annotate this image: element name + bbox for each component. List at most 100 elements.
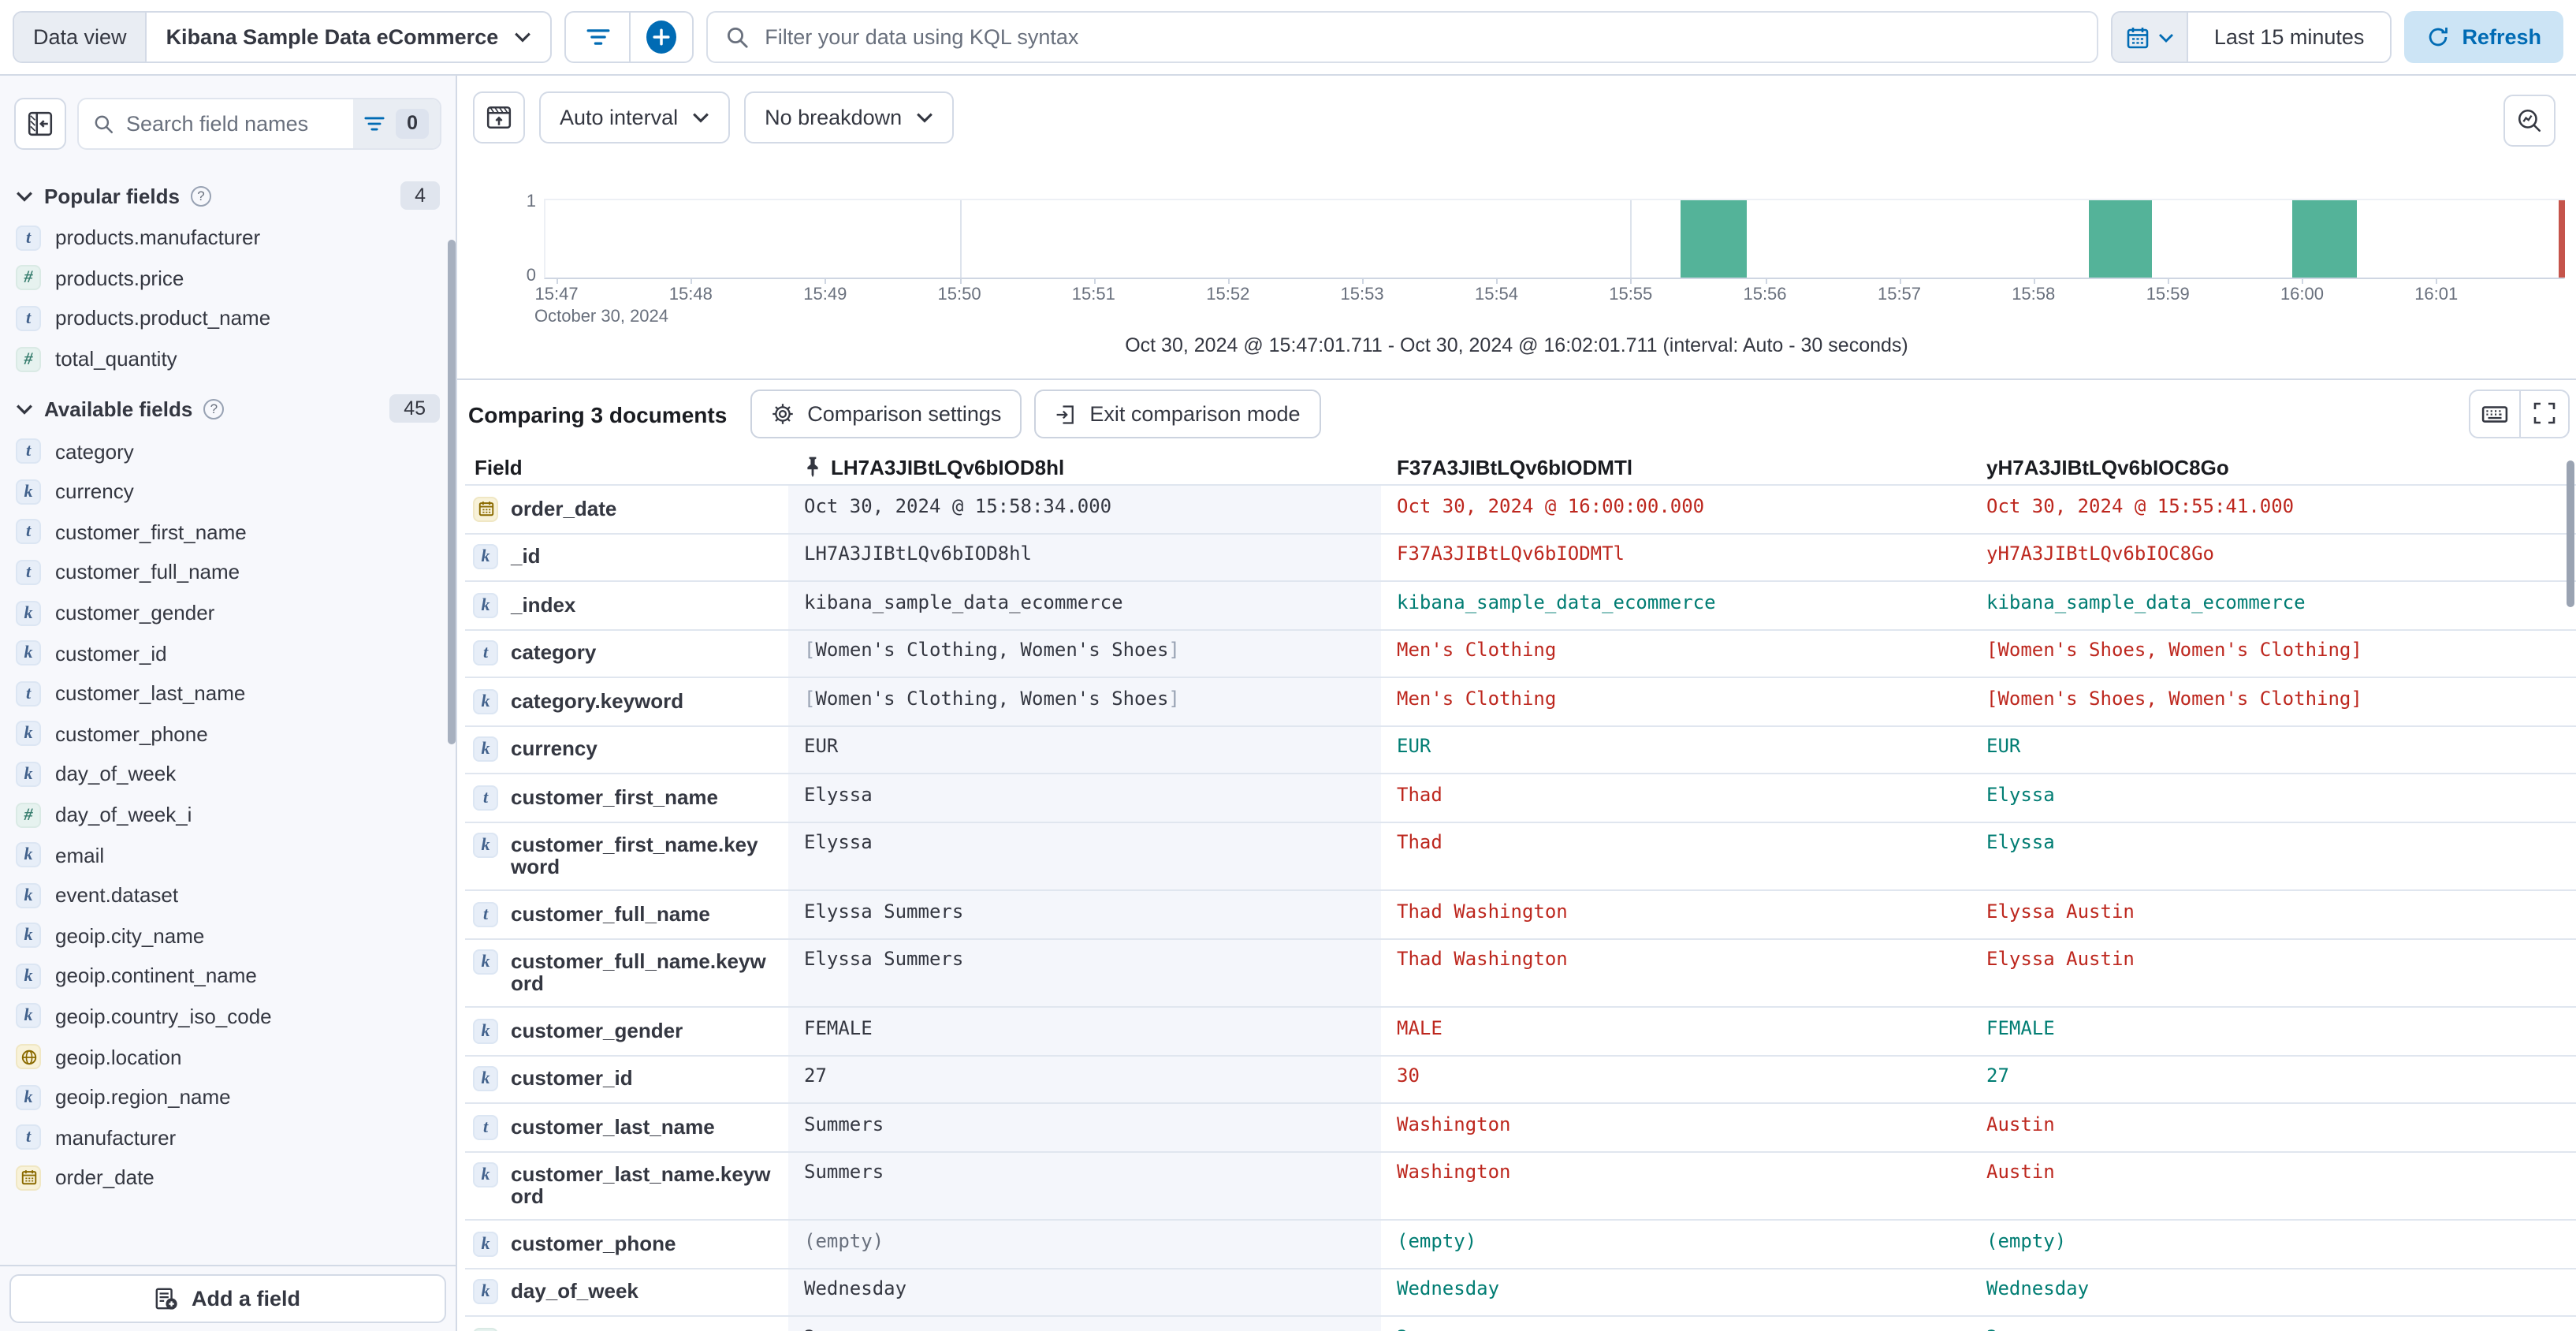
sidebar-scrollbar[interactable] [448, 240, 456, 744]
collapse-sidebar-button[interactable] [14, 98, 66, 150]
sidebar-field-geoip.continent_name[interactable]: k geoip.continent_name [0, 956, 456, 996]
sidebar-field-customer_first_name[interactable]: t customer_first_name [0, 512, 456, 552]
sidebar-field-geoip.location[interactable]: geoip.location [0, 1037, 456, 1077]
field-name-label: geoip.location [55, 1045, 182, 1069]
number-field-icon: # [16, 802, 41, 828]
sidebar-field-category[interactable]: t category [0, 431, 456, 472]
field-name-cell[interactable]: # day_of_week_i [465, 1317, 788, 1331]
x-axis-tick [1227, 278, 1230, 284]
add-control-button[interactable] [629, 13, 692, 62]
sidebar-field-products.product_name[interactable]: t products.product_name [0, 298, 456, 338]
field-name-cell[interactable]: k currency [465, 726, 788, 773]
sidebar-field-day_of_week_i[interactable]: # day_of_week_i [0, 794, 456, 834]
search-field-names-input[interactable]: Search field names [79, 99, 353, 148]
fullscreen-icon [2532, 401, 2557, 427]
date-picker-quick-menu[interactable] [2113, 13, 2189, 62]
field-column-header[interactable]: Field [475, 455, 523, 479]
document-2-header[interactable]: F37A3JIBtLQv6bIODMTl [1397, 455, 1633, 479]
sidebar-field-products.manufacturer[interactable]: t products.manufacturer [0, 218, 456, 258]
value-cell: Wednesday [788, 1269, 1381, 1315]
add-field-button[interactable]: Add a field [9, 1274, 446, 1323]
sidebar-field-customer_full_name[interactable]: t customer_full_name [0, 552, 456, 592]
field-name: customer_last_name [511, 1114, 715, 1138]
sidebar-field-customer_phone[interactable]: k customer_phone [0, 714, 456, 754]
sidebar-field-event.dataset[interactable]: k event.dataset [0, 875, 456, 915]
table-scrollbar[interactable] [2567, 460, 2574, 607]
sidebar-field-geoip.city_name[interactable]: k geoip.city_name [0, 915, 456, 956]
text-field-icon: t [473, 901, 498, 926]
histogram-bar[interactable] [2088, 200, 2153, 278]
popular-fields-header[interactable]: Popular fields ? 4 [0, 166, 456, 218]
field-name-cell[interactable]: k category.keyword [465, 678, 788, 725]
available-fields-header[interactable]: Available fields ? 45 [0, 379, 456, 431]
value-cell: Wednesday [1986, 1277, 2090, 1299]
data-view-value[interactable]: Kibana Sample Data eCommerce [147, 13, 551, 62]
field-name: customer_phone [511, 1231, 676, 1255]
sidebar-field-manufacturer[interactable]: t manufacturer [0, 1117, 456, 1158]
field-name-cell[interactable]: t customer_first_name [465, 774, 788, 821]
available-fields-count: 45 [389, 394, 440, 423]
top-navigation-bar: Data view Kibana Sample Data eCommerce F… [0, 0, 2576, 76]
time-range-value[interactable]: Last 15 minutes [2188, 13, 2390, 62]
value-cell: EUR [788, 726, 1381, 773]
x-axis-tick [1093, 278, 1096, 284]
base-document-header[interactable]: LH7A3JIBtLQv6bIOD8hl [788, 455, 1381, 479]
histogram-chart[interactable]: 1 0 15:47 15:48 15:49 15:50 15:51 15:52 15:53 1… [527, 192, 2565, 326]
field-name-cell[interactable]: k _index [465, 582, 788, 628]
sidebar-field-geoip.country_iso_code[interactable]: k geoip.country_iso_code [0, 996, 456, 1036]
field-name-label: customer_id [55, 641, 167, 666]
kql-search-input[interactable]: Filter your data using KQL syntax [706, 11, 2099, 63]
sidebar-field-email[interactable]: k email [0, 835, 456, 875]
interval-select[interactable]: Auto interval [539, 91, 731, 144]
sidebar-field-total_quantity[interactable]: # total_quantity [0, 339, 456, 379]
field-name-cell[interactable]: t customer_full_name [465, 891, 788, 938]
comparison-title: Comparing 3 documents [468, 401, 728, 427]
value-cell: kibana_sample_data_ecommerce [1986, 591, 2306, 613]
add-filter-button[interactable] [566, 13, 629, 62]
document-3-header[interactable]: yH7A3JIBtLQv6bIOC8Go [1986, 455, 2229, 479]
fullscreen-button[interactable] [2519, 391, 2568, 437]
breakdown-select[interactable]: No breakdown [744, 91, 955, 144]
value-cell: Elyssa Summers [788, 891, 1381, 938]
field-name-label: customer_phone [55, 721, 208, 746]
field-name-cell[interactable]: k day_of_week [465, 1269, 788, 1315]
comparison-settings-button[interactable]: Comparison settings [750, 390, 1022, 438]
y-axis-max-label: 1 [526, 192, 536, 211]
field-filters-button[interactable]: 0 [353, 99, 440, 148]
calendar-icon [2126, 24, 2151, 50]
sidebar-field-products.price[interactable]: # products.price [0, 258, 456, 298]
field-name-cell[interactable]: order_date [465, 486, 788, 532]
sidebar-field-customer_gender[interactable]: k customer_gender [0, 593, 456, 633]
exit-comparison-button[interactable]: Exit comparison mode [1034, 390, 1321, 438]
number-field-icon: # [473, 1327, 498, 1331]
plus-icon [646, 20, 677, 54]
edit-visualization-button[interactable] [2503, 95, 2556, 147]
value-cell: Austin [1986, 1161, 2055, 1183]
field-name-cell[interactable]: k customer_gender [465, 1008, 788, 1054]
field-name-cell[interactable]: k customer_first_name.keyword [465, 822, 788, 889]
field-name-cell[interactable]: t category [465, 630, 788, 677]
field-name-cell[interactable]: k customer_last_name.keyword [465, 1152, 788, 1219]
sidebar-field-order_date[interactable]: order_date [0, 1158, 456, 1198]
field-name: currency [511, 736, 597, 760]
data-view-picker[interactable]: Data view Kibana Sample Data eCommerce [13, 11, 553, 63]
sidebar-field-day_of_week[interactable]: k day_of_week [0, 754, 456, 794]
sidebar-field-geoip.region_name[interactable]: k geoip.region_name [0, 1077, 456, 1117]
sidebar-field-customer_id[interactable]: k customer_id [0, 633, 456, 673]
field-name-cell[interactable]: k _id [465, 534, 788, 580]
field-name-cell[interactable]: t customer_last_name [465, 1104, 788, 1150]
field-name-cell[interactable]: k customer_full_name.keyword [465, 939, 788, 1006]
sidebar-field-customer_last_name[interactable]: t customer_last_name [0, 673, 456, 714]
filter-count-badge: 0 [396, 109, 429, 139]
histogram-bar[interactable] [2291, 200, 2357, 278]
hide-chart-button[interactable] [473, 91, 525, 144]
sidebar-field-currency[interactable]: k currency [0, 472, 456, 512]
field-name-cell[interactable]: k customer_phone [465, 1221, 788, 1267]
keyboard-shortcuts-button[interactable] [2470, 391, 2519, 437]
keyword-field-icon: k [473, 1066, 498, 1091]
field-name-cell[interactable]: k customer_id [465, 1056, 788, 1102]
histogram-bar[interactable] [1681, 200, 1747, 278]
refresh-button[interactable]: Refresh [2403, 11, 2563, 63]
x-axis-tick-label: 15:51 [1071, 285, 1115, 304]
x-axis-tick [557, 278, 559, 284]
